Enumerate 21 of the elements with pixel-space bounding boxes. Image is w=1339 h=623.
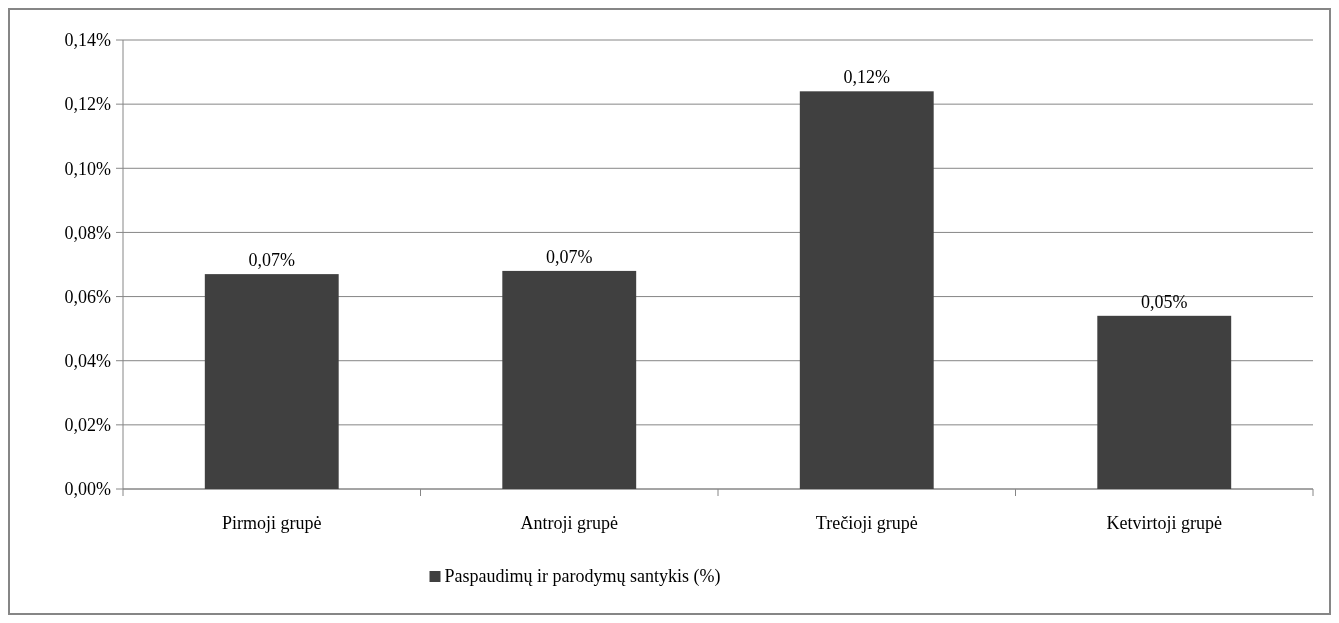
y-tick-label: 0,08%	[64, 222, 111, 243]
data-label: 0,07%	[546, 246, 593, 267]
data-label: 0,12%	[843, 67, 890, 88]
y-tick-label: 0,04%	[64, 351, 111, 372]
data-label: 0,07%	[248, 250, 295, 271]
x-tick-label: Pirmoji grupė	[222, 513, 322, 533]
y-tick-label: 0,06%	[64, 286, 111, 307]
bar	[502, 270, 637, 489]
bar	[204, 274, 339, 489]
x-tick-label: Antroji grupė	[520, 513, 618, 533]
bar	[799, 91, 934, 489]
y-tick-label: 0,14%	[64, 30, 111, 51]
bar	[1097, 315, 1232, 489]
x-tick-label: Trečioji grupė	[815, 513, 918, 533]
x-tick-label: Ketvirtoji grupė	[1106, 513, 1222, 533]
y-tick-label: 0,00%	[64, 479, 111, 500]
legend-label: Paspaudimų ir parodymų santykis (%)	[444, 566, 721, 587]
data-label: 0,05%	[1141, 291, 1188, 312]
y-tick-label: 0,10%	[64, 158, 111, 179]
y-tick-label: 0,02%	[64, 415, 111, 436]
y-tick-label: 0,12%	[64, 94, 111, 115]
